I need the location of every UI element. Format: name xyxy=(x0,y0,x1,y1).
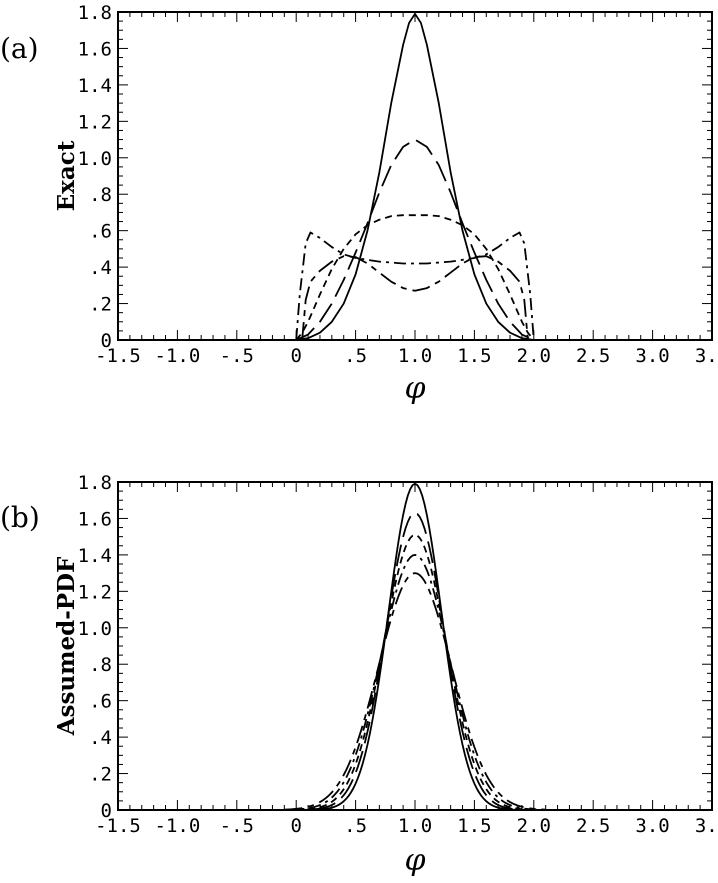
y-tick-label: 1.8 xyxy=(78,2,112,24)
y-tick-label: 1.6 xyxy=(78,508,112,530)
y-tick-label: .8 xyxy=(89,654,112,676)
series-line-solid xyxy=(296,12,534,341)
y-tick-label: .4 xyxy=(89,727,112,749)
y-axis-label: Assumed-PDF xyxy=(53,556,80,736)
x-tick-label: 2.5 xyxy=(576,345,610,367)
series-line-dash-dot xyxy=(295,231,535,341)
y-tick-label: 0 xyxy=(101,330,112,352)
series-line-short-dash xyxy=(284,533,546,811)
panel-b: -1.5 -1.0 -.5 0 .5 1.0 1.5 2.0 2.5 3.0 3.5 0 .2 .4 .6.… xyxy=(0,472,718,878)
y-tick-label: 0 xyxy=(101,800,112,822)
x-tick-label: 3.0 xyxy=(635,345,669,367)
x-axis-label: φ xyxy=(404,843,425,878)
x-tick-label: 2.0 xyxy=(517,345,551,367)
y-tick-label: .8 xyxy=(89,184,112,206)
series-line-dash-dot xyxy=(284,553,546,811)
minor-ticks xyxy=(117,481,713,811)
x-tick-label: 1.5 xyxy=(457,815,491,837)
y-tick-label: .6 xyxy=(89,691,112,713)
y-tick-label: .2 xyxy=(89,764,112,786)
y-tick-label: 1.0 xyxy=(78,148,112,170)
x-tick-label: 1.0 xyxy=(398,345,432,367)
y-tick-label: 1.6 xyxy=(78,38,112,60)
plot-frame xyxy=(117,481,713,811)
series-line-long-dash-short xyxy=(301,255,529,341)
x-tick-label: 3.5 xyxy=(695,345,718,367)
series-line-long-dash-short xyxy=(284,572,546,811)
x-tick-label: 0 xyxy=(290,345,301,367)
series-line-long-dash xyxy=(295,138,535,341)
y-tick-label: 1.0 xyxy=(78,618,112,640)
x-tick-label: 2.5 xyxy=(576,815,610,837)
y-tick-label: 1.2 xyxy=(78,581,112,603)
x-tick-label: -.5 xyxy=(220,345,254,367)
y-axis-label: Exact xyxy=(53,140,80,211)
series-line-short-dash xyxy=(295,214,535,341)
y-tick-label: .2 xyxy=(89,294,112,316)
x-tick-label: .5 xyxy=(344,815,367,837)
panel-label: (b) xyxy=(0,501,40,534)
series-line-solid xyxy=(284,482,546,811)
x-tick-label: 2.0 xyxy=(517,815,551,837)
y-tick-label: 1.4 xyxy=(78,545,112,567)
y-tick-label: 1.8 xyxy=(78,472,112,494)
x-tick-label: -.5 xyxy=(220,815,254,837)
y-tick-label: 1.4 xyxy=(78,75,112,97)
x-tick-label: -1.5 xyxy=(95,345,141,367)
x-tick-label: -1.0 xyxy=(155,345,201,367)
y-tick-label: .4 xyxy=(89,257,112,279)
x-tick-label: 0 xyxy=(290,815,301,837)
x-tick-label: -1.5 xyxy=(95,815,141,837)
panel-label: (a) xyxy=(0,32,39,65)
x-axis-label: φ xyxy=(404,371,425,406)
y-tick-label: .6 xyxy=(89,221,112,243)
series-line-long-dash xyxy=(284,512,546,811)
minor-ticks xyxy=(117,11,713,341)
x-tick-label: .5 xyxy=(344,345,367,367)
panel-a: -1.5 -1.0 -.5 0 .5 1.0 1.5 2.0 2.5 3.0 3.5 0 .2 .4 .6.… xyxy=(0,2,718,406)
x-tick-label: 3.5 xyxy=(695,815,718,837)
y-tick-label: 1.2 xyxy=(78,111,112,133)
x-tick-label: -1.0 xyxy=(155,815,201,837)
x-tick-label: 1.5 xyxy=(457,345,491,367)
x-tick-label: 3.0 xyxy=(635,815,669,837)
x-tick-label: 1.0 xyxy=(398,815,432,837)
